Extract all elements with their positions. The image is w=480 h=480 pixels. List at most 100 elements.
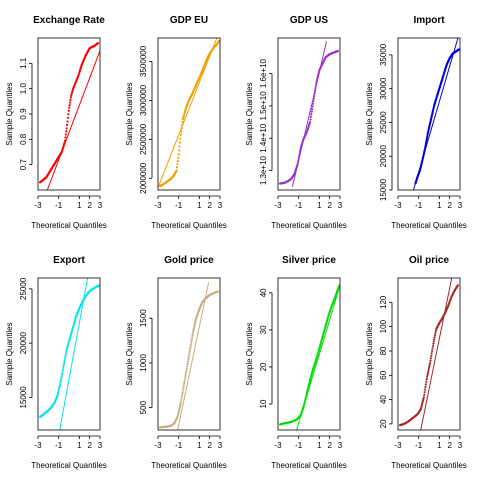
qq-point: [188, 350, 191, 353]
qq-point: [179, 133, 182, 136]
y-tick-label: 1500: [139, 309, 148, 327]
qq-point: [431, 344, 435, 348]
x-tick-label: 1: [197, 441, 202, 450]
qq-point: [308, 120, 312, 124]
qq-reference-line: [46, 50, 100, 190]
y-tick-label: 20000: [19, 331, 28, 354]
y-axis-label: Sample Quantiles: [5, 322, 14, 385]
qq-point: [297, 159, 300, 162]
qq-point: [425, 139, 428, 142]
qq-point: [317, 73, 320, 76]
plot-frame: [397, 277, 461, 431]
x-tick-label: 1: [317, 441, 322, 450]
qq-point: [178, 141, 182, 144]
qq-point: [181, 120, 184, 124]
qq-point: [298, 152, 301, 155]
y-tick-label: 100: [379, 319, 388, 333]
qq-point: [188, 348, 192, 351]
y-tick-label: 20000: [379, 145, 388, 168]
qq-point: [422, 396, 425, 399]
x-tick-label: 2: [87, 201, 92, 210]
qq-point: [185, 369, 188, 373]
qq-point: [304, 396, 307, 400]
x-tick-label: -3: [34, 441, 42, 450]
qq-point: [425, 141, 428, 144]
qq-point: [426, 371, 430, 374]
qq-point: [426, 373, 429, 376]
qq-point: [184, 372, 187, 375]
qq-point: [191, 336, 194, 339]
qq-point: [65, 348, 68, 351]
qq-point: [296, 163, 299, 166]
qq-point: [217, 40, 220, 43]
qq-point: [427, 369, 430, 373]
y-axis-label: Sample Quantiles: [245, 82, 254, 145]
panel-title: Export: [53, 255, 85, 266]
qq-point: [430, 352, 433, 355]
qq-point: [311, 102, 315, 105]
x-tick-label: 3: [218, 441, 223, 450]
y-axis-label: Sample Quantiles: [125, 82, 134, 145]
qq-point: [434, 329, 437, 333]
panel-title: GDP US: [290, 15, 328, 26]
x-axis-label: Theoretical Quantiles: [391, 221, 467, 230]
qq-point: [181, 389, 185, 392]
panel-title: Exchange Rate: [33, 15, 105, 26]
qq-point: [181, 391, 184, 394]
qq-point: [424, 144, 427, 147]
y-tick-label: 3000000: [139, 84, 148, 116]
qq-point: [306, 387, 309, 391]
qq-point: [183, 377, 187, 380]
qq-panel: Oil price -3 -1 1 2 3 Theoretical Quantiles 20 4…: [365, 255, 467, 470]
panel-title: Gold price: [164, 255, 214, 266]
plot-frame: [277, 277, 341, 431]
qq-point: [298, 154, 301, 157]
qq-point: [175, 169, 178, 172]
qq-point: [96, 41, 100, 45]
y-tick-label: 3500000: [139, 45, 148, 77]
plot-frame: [157, 37, 221, 191]
qq-point: [423, 393, 426, 396]
qq-point: [192, 327, 195, 330]
qq-point: [177, 410, 180, 413]
qq-point: [191, 331, 195, 334]
qq-point: [69, 96, 72, 99]
qq-point: [194, 320, 197, 323]
qq-point: [57, 391, 60, 394]
qq-point: [433, 334, 437, 337]
y-tick-label: 40: [259, 288, 268, 297]
qq-point: [425, 378, 428, 381]
qq-point: [428, 365, 431, 369]
qq-point: [314, 84, 317, 87]
qq-point: [179, 137, 182, 140]
y-tick-label: 120: [379, 295, 388, 309]
qq-point: [456, 284, 460, 287]
qq-point: [313, 89, 317, 92]
y-tick-label: 20: [379, 419, 388, 428]
qq-point: [423, 148, 427, 151]
qq-point: [180, 398, 183, 402]
qq-point: [58, 383, 62, 386]
y-tick-label: 1.5e+10: [259, 91, 268, 121]
qq-point: [177, 156, 180, 159]
qq-point: [191, 333, 194, 337]
qq-point: [186, 365, 189, 368]
qq-point: [429, 359, 432, 362]
x-tick-label: -3: [274, 441, 282, 450]
x-axis-label: Theoretical Quantiles: [271, 221, 347, 230]
x-tick-label: -3: [274, 201, 282, 210]
qq-point: [424, 142, 427, 146]
qq-point: [309, 118, 312, 121]
y-tick-label: 15000: [379, 178, 388, 201]
qq-point: [178, 405, 182, 408]
plot-frame: [37, 277, 101, 431]
qq-point: [424, 146, 427, 149]
x-tick-label: 1: [437, 201, 442, 210]
qq-point: [434, 331, 437, 335]
qq-point: [184, 374, 187, 378]
qq-point: [336, 49, 340, 53]
y-axis-label: Sample Quantiles: [365, 322, 374, 385]
qq-point: [426, 375, 429, 378]
qq-point: [185, 367, 188, 370]
